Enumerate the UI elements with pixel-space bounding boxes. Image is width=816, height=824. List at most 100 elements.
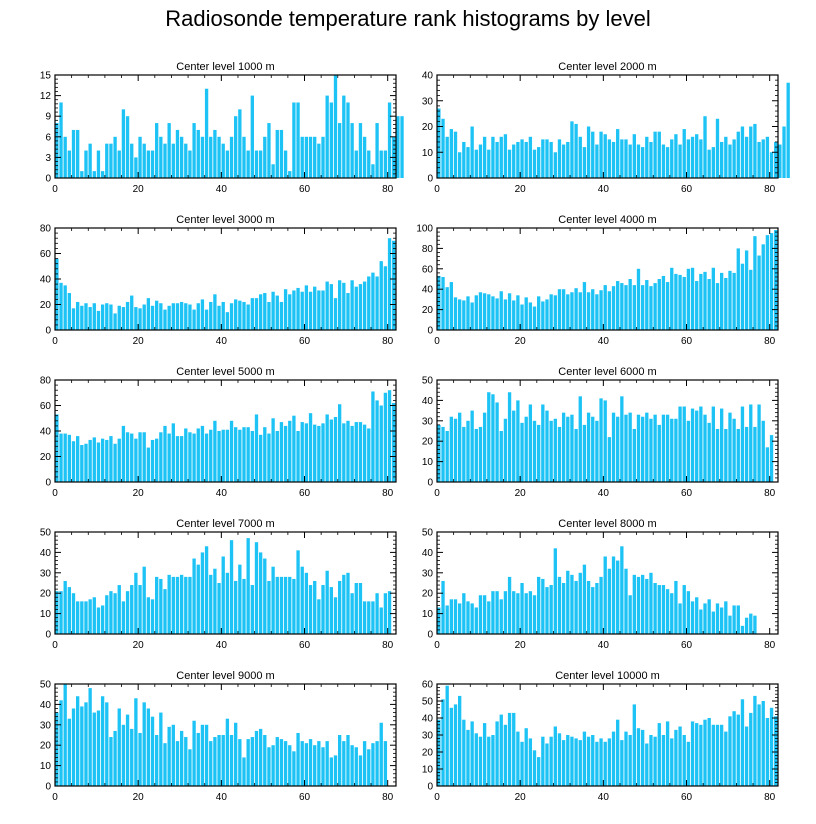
histogram-bar xyxy=(532,149,537,178)
x-tick-label: 60 xyxy=(299,792,311,803)
histogram-bar xyxy=(221,429,225,482)
histogram-bar xyxy=(649,735,653,786)
histogram-panel: Center level 9000 m 0 20 40 60 80 0 10 20 30 40 50 xyxy=(40,670,397,803)
histogram-bar xyxy=(267,433,271,482)
histogram-bar xyxy=(715,428,720,482)
y-tick-label: 40 xyxy=(40,548,52,559)
histogram-bar xyxy=(649,286,653,330)
histogram-bar xyxy=(449,599,454,634)
histogram-bar xyxy=(582,282,587,330)
histogram-bar xyxy=(520,304,524,330)
histogram-bar xyxy=(134,307,138,330)
y-tick-label: 0 xyxy=(45,326,51,337)
histogram-bar xyxy=(561,583,566,634)
histogram-bar xyxy=(578,396,582,482)
histogram-bar xyxy=(512,591,516,634)
histogram-bar xyxy=(130,728,134,786)
histogram-bar xyxy=(263,558,267,634)
histogram-bar xyxy=(159,432,163,482)
histogram-bar xyxy=(192,123,196,178)
histogram-bar xyxy=(549,420,553,482)
histogram-bar xyxy=(462,141,466,178)
histogram-bar xyxy=(225,429,230,482)
histogram-bar xyxy=(125,301,130,330)
histogram-bar xyxy=(653,736,657,786)
histogram-bar xyxy=(507,712,512,786)
histogram-bar xyxy=(179,436,184,482)
histogram-bar xyxy=(474,295,478,330)
histogram-bar xyxy=(246,304,250,330)
histogram-bar xyxy=(308,291,313,330)
histogram-bar xyxy=(665,414,670,482)
histogram-bar xyxy=(632,134,636,178)
histogram-bar xyxy=(304,136,309,178)
histogram-bar xyxy=(59,700,63,786)
histogram-bar xyxy=(92,712,96,786)
histogram-bar xyxy=(553,152,557,178)
histogram-bar xyxy=(304,743,309,786)
histogram-bar xyxy=(238,300,242,330)
histogram-bar xyxy=(753,695,757,786)
y-tick-label: 100 xyxy=(416,224,433,235)
histogram-bar xyxy=(744,250,749,330)
histogram-bar xyxy=(288,745,292,786)
y-tick-label: 12 xyxy=(40,91,52,102)
histogram-bar xyxy=(308,585,313,634)
histogram-bar xyxy=(362,741,367,786)
histogram-bar xyxy=(661,414,666,482)
histogram-bar xyxy=(229,540,234,634)
histogram-bar xyxy=(263,427,267,482)
histogram-bar xyxy=(292,751,296,786)
histogram-bar xyxy=(495,591,499,634)
histogram-bar xyxy=(624,731,628,786)
histogram-bar xyxy=(782,126,786,178)
histogram-bar xyxy=(470,302,474,330)
histogram-bar xyxy=(553,295,557,330)
histogram-bar xyxy=(653,131,657,178)
histogram-bar xyxy=(337,404,342,482)
histogram-bar xyxy=(333,75,338,178)
x-tick-label: 60 xyxy=(681,184,693,195)
x-tick-label: 40 xyxy=(216,488,228,499)
histogram-bar xyxy=(387,102,392,178)
histogram-bar xyxy=(620,546,624,634)
histogram-bar xyxy=(96,442,101,482)
histogram-bar xyxy=(528,591,533,634)
histogram-bar xyxy=(304,423,309,482)
histogram-bar xyxy=(545,299,549,330)
histogram-panel: Center level 4000 m 0 20 40 60 80 0 20 40 60 80 100 xyxy=(416,214,779,347)
histogram-bar xyxy=(350,745,354,786)
x-tick-label: 20 xyxy=(515,488,527,499)
histogram-bar xyxy=(279,129,284,178)
x-tick-label: 40 xyxy=(598,336,610,347)
histogram-bar xyxy=(449,416,454,482)
histogram-bar xyxy=(574,580,578,634)
histogram-bar xyxy=(595,741,599,786)
histogram-bar xyxy=(267,747,271,786)
y-tick-label: 20 xyxy=(40,300,52,311)
histogram-bar xyxy=(296,287,300,330)
histogram-bar xyxy=(142,304,146,330)
histogram-bar xyxy=(466,296,470,330)
histogram-bar xyxy=(175,129,180,178)
histogram-bar xyxy=(624,285,628,330)
histogram-bar xyxy=(574,738,578,786)
y-tick-label: 40 xyxy=(422,396,434,407)
x-tick-label: 60 xyxy=(299,184,311,195)
histogram-bar xyxy=(229,735,234,786)
histogram-bar xyxy=(175,303,180,330)
histogram-bar xyxy=(728,716,732,786)
histogram-bar xyxy=(744,726,749,786)
histogram-bar xyxy=(503,724,508,786)
x-tick-label: 40 xyxy=(598,488,610,499)
histogram-bar xyxy=(225,312,230,330)
histogram-bar xyxy=(719,141,724,178)
histogram-bar xyxy=(192,433,196,482)
y-tick-label: 30 xyxy=(422,731,434,742)
histogram-bar xyxy=(474,733,478,786)
histogram-bar xyxy=(221,143,225,178)
histogram-bar xyxy=(611,412,616,482)
y-tick-label: 20 xyxy=(40,589,52,600)
histogram-bar xyxy=(71,708,76,786)
histogram-bar xyxy=(383,392,388,482)
